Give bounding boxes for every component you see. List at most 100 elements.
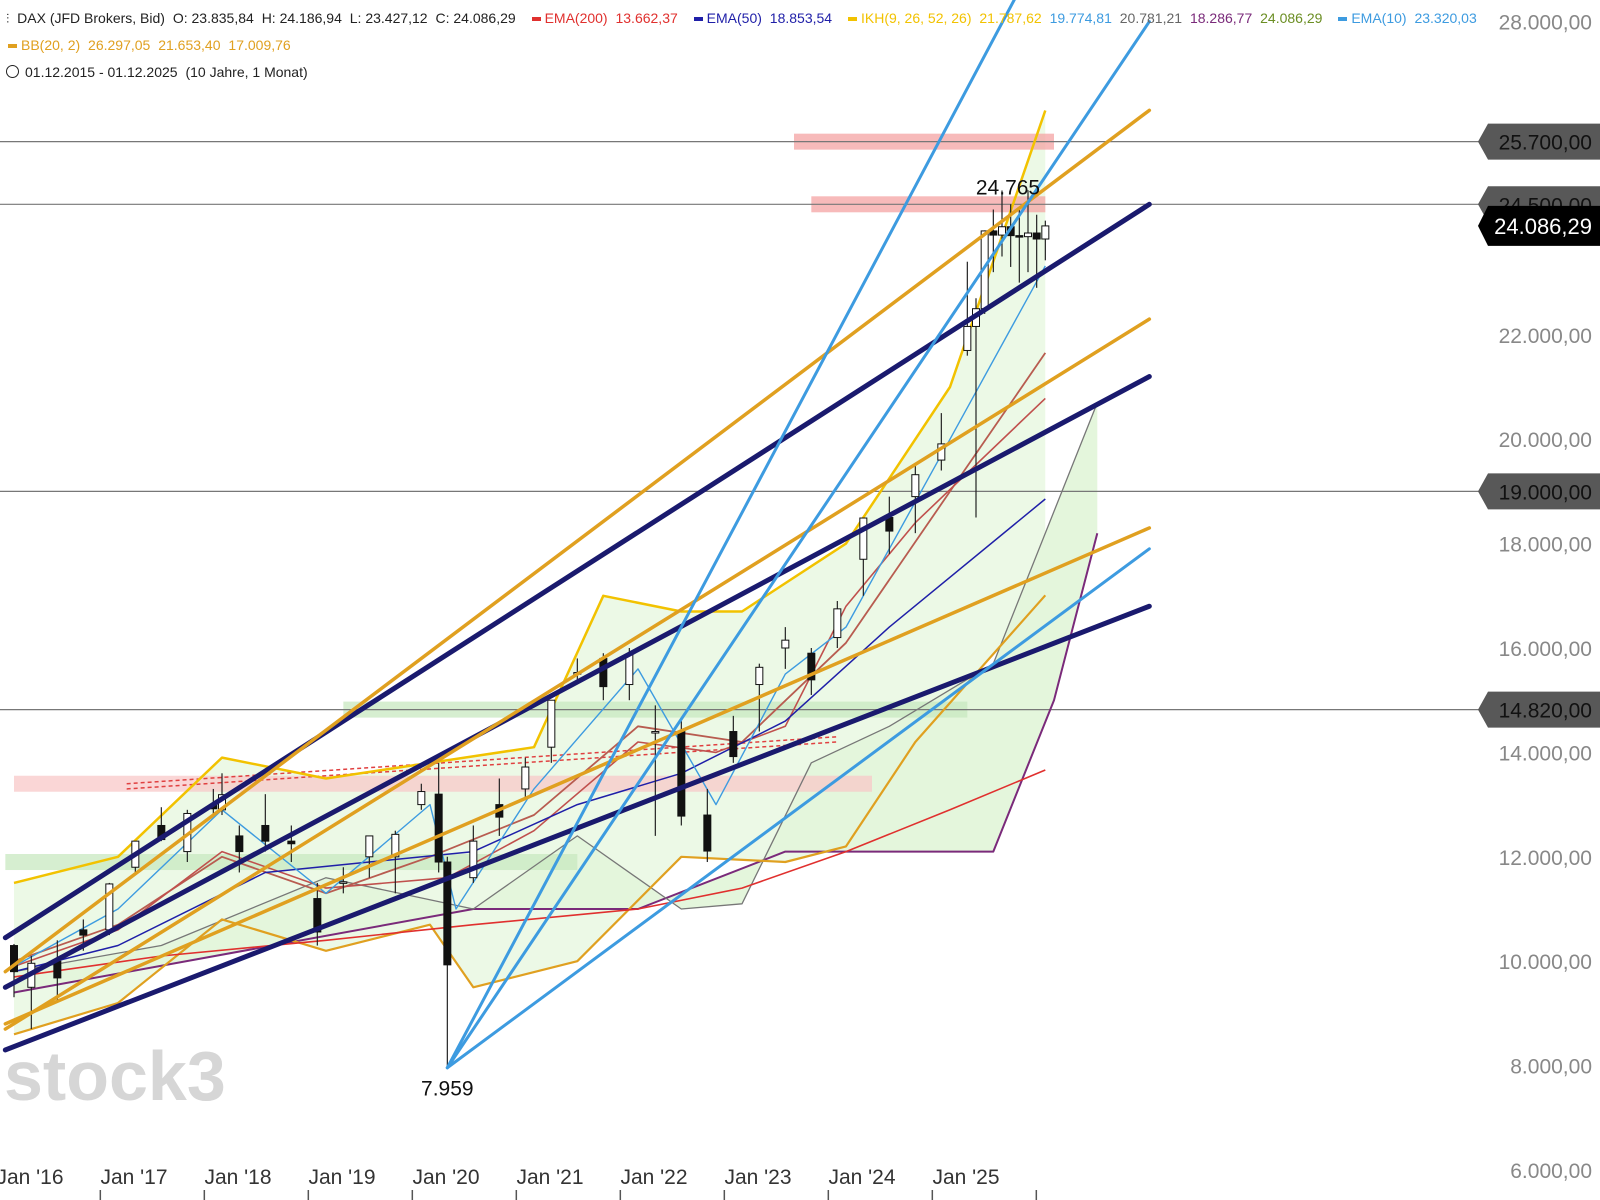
candle-body-28 bbox=[651, 731, 660, 734]
trend-line-9 bbox=[445, 547, 1151, 1070]
bb-upper-value: 26.297,05 bbox=[88, 37, 151, 53]
zone-5 bbox=[14, 775, 872, 792]
x-tick-label-6: Jan '21 bbox=[516, 1166, 583, 1189]
ema50-line bbox=[13, 498, 1046, 973]
open-value: O: 23.835,84 bbox=[172, 10, 254, 26]
symbol-label: DAX (JFD Brokers, Bid) bbox=[17, 10, 165, 26]
bollinger-band-fill bbox=[14, 110, 1046, 1035]
candle-body-40 bbox=[963, 325, 972, 351]
price-tag-1: 25.700,00 bbox=[1499, 132, 1592, 155]
y-tick-label-5: 14.000,00 bbox=[1499, 742, 1592, 765]
candle-body-29 bbox=[677, 731, 686, 817]
ema200-swatch bbox=[531, 17, 541, 22]
ichimoku-cloud bbox=[14, 110, 1098, 1035]
y-axis: 6.000,00 8.000,00 10.000,00 12.000,00 14.000… bbox=[1499, 12, 1592, 1183]
ema10-swatch bbox=[1338, 17, 1348, 22]
x-tick-label-1: Jan '16 bbox=[0, 1166, 64, 1189]
annotation-2: 7.959 bbox=[421, 1078, 474, 1101]
price-tags: 25.700,0024.500,0019.000,0014.820,0024.0… bbox=[1478, 123, 1600, 728]
ema50-label[interactable]: EMA(50) bbox=[706, 10, 762, 26]
ikh-swatch bbox=[847, 17, 857, 22]
candle-body-13 bbox=[287, 840, 296, 845]
price-tag-3: 19.000,00 bbox=[1499, 481, 1592, 504]
trend-line-5 bbox=[3, 317, 1152, 1031]
candle-body-20 bbox=[443, 861, 452, 966]
y-tick-label-9: 22.000,00 bbox=[1499, 325, 1592, 348]
price-tag-bg-3 bbox=[1478, 473, 1600, 510]
y-tick-label-8: 20.000,00 bbox=[1499, 429, 1592, 452]
candle-body-3 bbox=[53, 960, 62, 979]
ikh-chikou-value: 24.086,29 bbox=[1260, 10, 1323, 26]
ema200-line bbox=[13, 769, 1046, 978]
x-tick-label-7: Jan '22 bbox=[620, 1166, 687, 1189]
ikh-tenkan-value: 21.787,62 bbox=[979, 10, 1042, 26]
candle-body-17 bbox=[391, 833, 400, 858]
trend-line-1 bbox=[2, 201, 1152, 941]
candle-body-26 bbox=[599, 657, 608, 688]
trend-lines bbox=[2, 0, 1152, 1070]
candle-body-34 bbox=[807, 652, 816, 681]
bb-middle-value: 21.653,40 bbox=[158, 37, 221, 53]
candle-body-12 bbox=[261, 824, 270, 842]
x-tick-label-5: Jan '20 bbox=[412, 1166, 479, 1189]
horizontal-levels bbox=[0, 141, 1480, 790]
price-tag-bg-1 bbox=[1478, 123, 1600, 160]
legend-row-1: ⫶ DAX (JFD Brokers, Bid) O: 23.835,84 H:… bbox=[6, 10, 1481, 27]
candle-body-37 bbox=[885, 517, 894, 532]
candle-body-1 bbox=[10, 945, 18, 973]
chart-type-icon[interactable]: ⫶ bbox=[6, 11, 10, 26]
candle-body-4 bbox=[79, 929, 88, 936]
ema10-label[interactable]: EMA(10) bbox=[1351, 10, 1407, 26]
x-tick-label-10: Jan '25 bbox=[932, 1166, 999, 1189]
annotations: 24.765 7.959 bbox=[421, 176, 1040, 1100]
y-tick-label-6: 16.000,00 bbox=[1499, 638, 1592, 661]
ema200-label[interactable]: EMA(200) bbox=[544, 10, 608, 26]
price-tag-4: 14.820,00 bbox=[1499, 700, 1592, 723]
trend-line-6 bbox=[3, 526, 1152, 1026]
candle-body-19 bbox=[434, 793, 443, 863]
ema10-value: 23.320,03 bbox=[1414, 10, 1477, 26]
candle-body-11 bbox=[235, 835, 244, 853]
watermark: stock3 bbox=[4, 1037, 226, 1115]
ema200-value: 13.662,37 bbox=[615, 10, 678, 26]
candle-body-27 bbox=[625, 653, 634, 686]
clock-icon[interactable] bbox=[6, 65, 19, 78]
kijun-trend-line bbox=[13, 397, 1046, 968]
trend-line-8 bbox=[445, 20, 1151, 1070]
candle-body-48 bbox=[1032, 232, 1041, 240]
price-tag-bg-4 bbox=[1478, 691, 1600, 728]
ema50-swatch bbox=[693, 17, 703, 22]
date-range[interactable]: 01.12.2015 - 01.12.2025 bbox=[25, 64, 178, 80]
ikh-span-b-value: 18.286,77 bbox=[1189, 10, 1253, 26]
low-value: L: 23.427,12 bbox=[349, 10, 428, 26]
y-tick-label-3: 10.000,00 bbox=[1499, 951, 1592, 974]
trend-line-7 bbox=[445, 0, 1016, 1070]
candle-body-46 bbox=[1015, 235, 1024, 238]
ema50-value: 18.853,54 bbox=[769, 10, 833, 26]
candle-body-24 bbox=[547, 699, 556, 748]
ikh-label[interactable]: IKH(9, 26, 52, 26) bbox=[860, 10, 972, 26]
candle-body-30 bbox=[703, 814, 712, 852]
x-tick-label-8: Jan '23 bbox=[724, 1166, 791, 1189]
trend-line-4 bbox=[3, 108, 1152, 974]
y-tick-label-7: 18.000,00 bbox=[1499, 534, 1592, 557]
x-tick-label-4: Jan '19 bbox=[308, 1166, 375, 1189]
x-tick-label-9: Jan '24 bbox=[828, 1166, 895, 1189]
annotation-1: 24.765 bbox=[976, 176, 1040, 199]
last-price-tag-bg bbox=[1478, 205, 1600, 246]
candle-body-18 bbox=[417, 791, 426, 806]
candle-body-38 bbox=[911, 474, 920, 498]
candle-body-43 bbox=[989, 230, 998, 236]
span-a-line bbox=[13, 402, 1098, 973]
bb-lower-line bbox=[13, 594, 1047, 1036]
high-value: H: 24.186,94 bbox=[261, 10, 342, 26]
trend-line-3 bbox=[2, 603, 1152, 1053]
bb-label[interactable]: BB(20, 2) bbox=[21, 37, 81, 53]
candle-body-32 bbox=[755, 666, 764, 686]
bb-middle-line bbox=[13, 352, 1047, 963]
bb-lower-value: 17.009,76 bbox=[228, 37, 291, 53]
candle-body-23 bbox=[521, 766, 530, 790]
candle-body-47 bbox=[1024, 232, 1032, 238]
candle-body-33 bbox=[781, 639, 790, 649]
